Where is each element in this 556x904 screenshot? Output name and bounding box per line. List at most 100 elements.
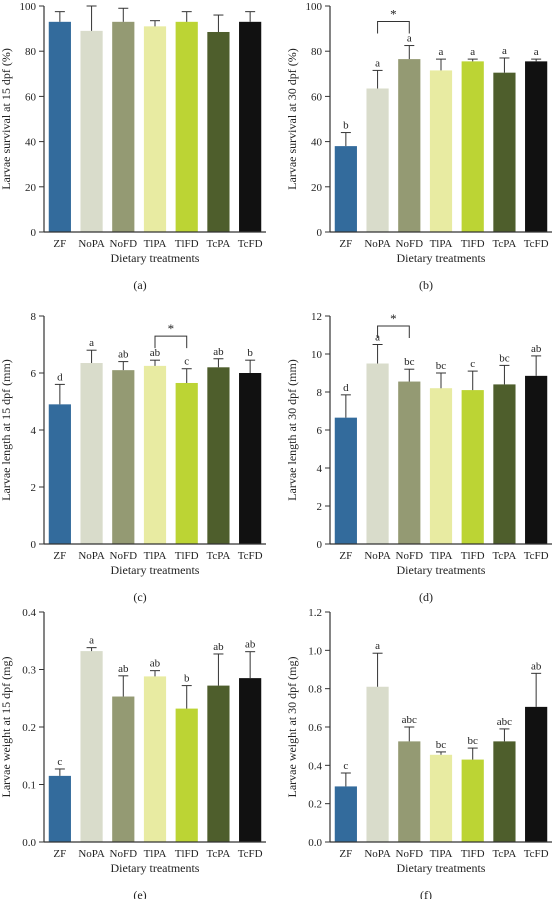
bar-zf [48, 404, 71, 544]
y-tick-label: 0.4 [22, 607, 36, 619]
significance-letter: ab [150, 658, 161, 670]
y-tick-label: 0.3 [22, 665, 36, 677]
significance-letter: a [534, 46, 539, 58]
significance-letter: b [184, 673, 190, 685]
significance-letter: ab [531, 343, 542, 355]
y-axis-label: Larvae survival at 30 dpf (%) [285, 48, 299, 190]
significance-letter: bc [499, 352, 510, 364]
significance-star: * [390, 7, 397, 22]
y-tick-label: 100 [20, 1, 37, 13]
bar-tlfd [461, 390, 484, 544]
bar-zf [48, 775, 71, 842]
bar-nofd [112, 370, 135, 544]
significance-letter: a [89, 337, 94, 349]
bar-tlpa [429, 70, 453, 232]
chart-panel-f: 0.0 0.2 0.4 0.6 0.8 1.0 1.2 c ZF a NoPA abc NoFD bc Tl… [285, 607, 552, 902]
y-axis-label: Larvae length at 15 dpf (mm) [0, 359, 13, 501]
significance-letter: a [470, 46, 475, 58]
bar-nopa [80, 363, 103, 544]
chart-panel-a: 0 20 40 60 80 100 ZF NoPA NoFD TlPA TlFD TcPA TcFD Di… [0, 1, 266, 292]
panel-label: (a) [133, 278, 146, 292]
x-tick-label: TcPA [206, 550, 230, 562]
x-axis-label: Dietary treatments [397, 861, 486, 875]
x-tick-label: TlPA [144, 550, 167, 562]
significance-letter: bc [436, 360, 447, 372]
significance-letter: a [375, 640, 380, 652]
x-tick-label: TlPA [430, 550, 453, 562]
y-tick-label: 20 [311, 182, 323, 194]
bar-tlfd [461, 759, 484, 842]
significance-letter: a [89, 635, 94, 647]
y-axis-label: Larvae length at 30 dpf (mm) [285, 359, 299, 501]
chart-panel-b: 0 20 40 60 80 100 b ZF a NoPA a NoFD a TlPA a TlFD a TcPA… [285, 1, 552, 292]
x-tick-label: TcFD [238, 238, 263, 250]
bar-tcpa [207, 367, 230, 544]
significance-letter: a [375, 57, 380, 69]
y-tick-label: 1.0 [308, 645, 322, 657]
chart-panel-d: 024681012dZFaNoPAbcNoFDbcTlPAcTlFDbcTcPA… [285, 311, 552, 604]
bar-tcpa [207, 685, 230, 842]
significance-bracket [377, 21, 410, 34]
x-tick-label: NoFD [110, 550, 138, 562]
x-tick-label: NoPA [364, 848, 391, 860]
y-tick-label: 10 [311, 349, 323, 361]
y-tick-label: 8 [31, 311, 37, 323]
bar-tlpa [143, 676, 167, 842]
bar-zf [334, 786, 357, 842]
significance-letter: abc [402, 714, 417, 726]
y-tick-label: 0.0 [308, 837, 322, 849]
x-tick-label: NoPA [364, 550, 391, 562]
x-tick-label: TcFD [524, 238, 549, 250]
x-axis-label: Dietary treatments [111, 251, 200, 265]
y-tick-label: 12 [311, 311, 322, 323]
bar-zf [334, 417, 357, 544]
y-tick-label: 40 [25, 137, 37, 149]
bar-tcpa [493, 72, 516, 232]
bar-tlpa [143, 26, 167, 233]
significance-letter: ab [118, 663, 129, 675]
x-tick-label: NoPA [364, 238, 391, 250]
bar-tlfd [175, 382, 198, 544]
significance-letter: a [439, 46, 444, 58]
significance-star: * [168, 321, 175, 336]
y-tick-label: 80 [311, 46, 323, 58]
panel-label: (e) [133, 888, 146, 899]
y-tick-label: 6 [317, 425, 323, 437]
x-tick-label: TcPA [492, 550, 516, 562]
x-axis-label: Dietary treatments [397, 563, 486, 577]
x-tick-label: TcFD [524, 848, 549, 860]
significance-letter: bc [436, 739, 447, 751]
bar-tlfd [175, 21, 198, 232]
bar-tcfd [525, 61, 548, 233]
x-tick-label: ZF [53, 550, 66, 562]
bar-tcfd [239, 373, 262, 544]
x-tick-label: TlFD [175, 848, 199, 860]
x-tick-label: NoPA [78, 238, 105, 250]
y-tick-label: 6 [31, 368, 37, 380]
significance-letter: ab [213, 346, 224, 358]
significance-bracket [154, 335, 188, 349]
y-tick-label: 20 [25, 182, 37, 194]
significance-letter: bc [404, 356, 415, 368]
x-tick-label: NoPA [78, 848, 105, 860]
y-tick-label: 1.2 [308, 607, 322, 619]
significance-letter: ab [150, 347, 161, 359]
significance-letter: c [57, 756, 62, 768]
significance-letter: d [343, 382, 349, 394]
x-tick-label: TcPA [492, 848, 516, 860]
chart-panel-c: 0 2 4 6 8 d ZF a NoPA ab NoFD ab TlPA c TlFD ab TcPA b TcF… [0, 311, 266, 604]
significance-letter: d [57, 371, 63, 383]
significance-letter: a [407, 33, 412, 45]
x-axis-label: Dietary treatments [111, 861, 200, 875]
y-tick-label: 2 [31, 482, 37, 494]
y-tick-label: 8 [317, 387, 323, 399]
y-axis-label: Larvae survival at 15 dpf (%) [0, 48, 13, 190]
bar-zf [334, 146, 357, 232]
bar-tcfd [239, 678, 262, 842]
x-tick-label: NoFD [396, 550, 424, 562]
x-axis-label: Dietary treatments [111, 563, 200, 577]
x-tick-label: ZF [339, 238, 352, 250]
panel-label: (f) [420, 888, 432, 899]
